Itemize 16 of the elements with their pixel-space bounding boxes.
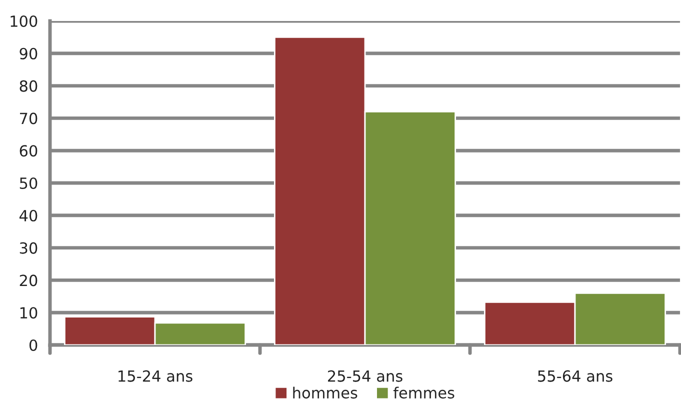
y-tick-label: 90: [20, 48, 38, 60]
y-tick-label: 50: [20, 177, 38, 190]
legend-label: hommes: [293, 386, 358, 399]
x-tick-label: 15-24 ans: [118, 370, 192, 382]
y-tick-label: 40: [20, 210, 38, 222]
x-tick-label: 25-54 ans: [328, 370, 402, 382]
legend-label: femmes: [393, 386, 454, 399]
y-tick-label: 0: [29, 339, 38, 352]
y-tick-label: 60: [20, 145, 38, 157]
x-tick-label: 55-64 ans: [538, 370, 612, 382]
y-tick-label: 80: [20, 80, 38, 92]
y-tick-label: 10: [20, 307, 38, 319]
y-tick-label: 70: [20, 112, 38, 124]
y-tick-label: 100: [10, 15, 38, 28]
y-tick-label: 30: [20, 242, 38, 254]
y-tick-label: 20: [20, 274, 38, 286]
